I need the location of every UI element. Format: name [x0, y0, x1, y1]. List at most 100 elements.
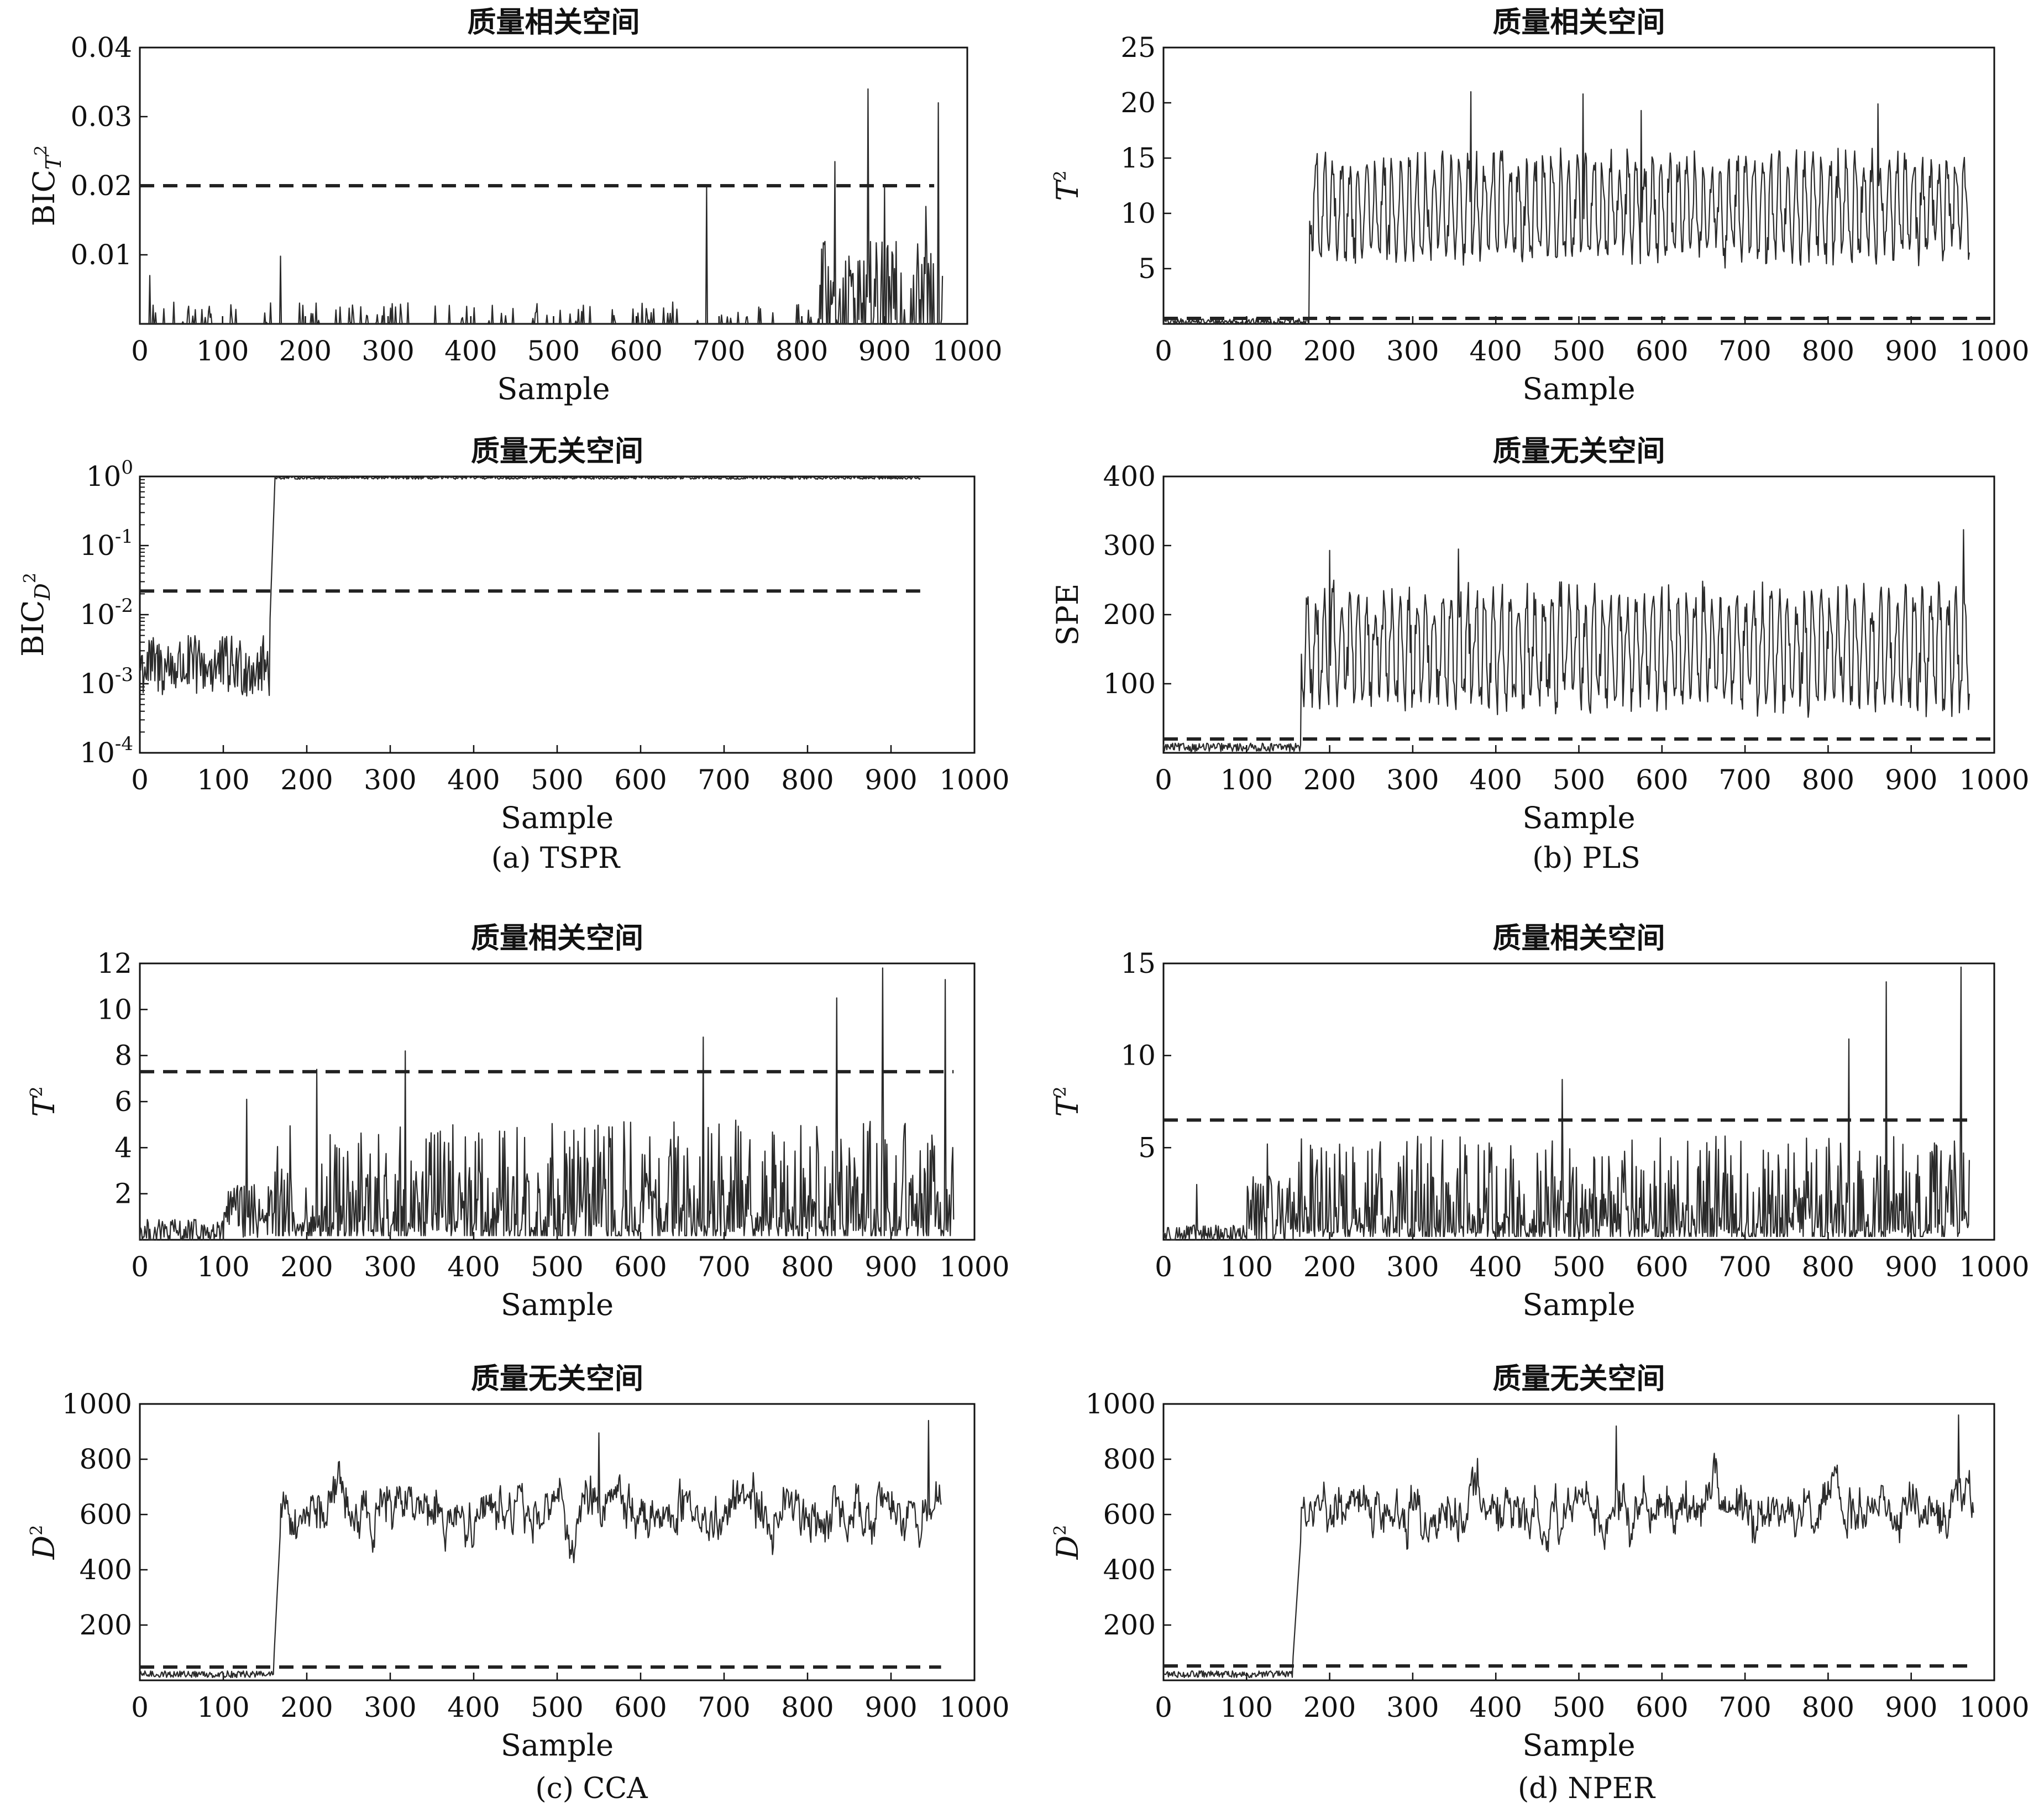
x-tick-label: 200	[1303, 1251, 1356, 1283]
plot-frame	[1162, 962, 1995, 1241]
x-tick-label: 900	[864, 1691, 917, 1723]
chart-b-bottom: 质量无关空间 0 100 200 300 400 500 600 700 800 900 1000 Sa…	[1050, 434, 2030, 835]
x-tick-label: 1000	[932, 335, 1002, 367]
x-tick-label: 900	[858, 335, 911, 367]
series-line	[139, 1419, 942, 1679]
y-tick-label: 400	[1103, 1554, 1156, 1586]
x-tick-label: 1000	[1959, 764, 2029, 796]
x-tick-label: 0	[131, 764, 149, 796]
y-axis-label-main: T	[27, 1095, 61, 1117]
y-tick-label: 0.04	[71, 32, 132, 64]
y-axis-label: SPE	[1050, 584, 1085, 646]
x-tick-label: 300	[364, 1691, 416, 1723]
x-tick-label: 700	[698, 1251, 750, 1283]
series-line	[1162, 529, 1970, 752]
y-tick-label: 20	[1120, 87, 1156, 119]
series-line	[1163, 1414, 1974, 1678]
y-axis-label: D2	[27, 1525, 61, 1560]
y-tick-base: 10	[80, 599, 115, 631]
x-tick-label: 300	[1386, 335, 1439, 367]
y-axis-label-sup: 2	[27, 1086, 46, 1097]
y-axis-label-sup: 2	[1051, 170, 1070, 181]
y-tick-label: 10	[1120, 1040, 1156, 1072]
chart-d-top: 质量相关空间 0 100 200 300 400 500 600 700 800 900 1000 Sa…	[1050, 921, 2030, 1322]
y-tick-label: 5	[1138, 1131, 1156, 1164]
x-tick-label: 900	[1885, 1691, 1937, 1723]
y-axis-label-main: BIC	[15, 600, 50, 657]
y-axis-label: D2	[1050, 1525, 1085, 1560]
x-tick-label: 0	[131, 1691, 149, 1723]
chart-title: 质量无关空间	[1492, 434, 1665, 468]
y-tick-label: 1000	[1086, 1388, 1156, 1420]
x-tick-label: 400	[447, 1691, 500, 1723]
y-axis-label-sub: D	[30, 583, 55, 600]
x-tick-label: 1000	[1959, 1251, 2029, 1283]
x-tick-label: 100	[1220, 764, 1273, 796]
caption-d: (d) NPER	[1518, 1772, 1656, 1805]
y-tick-base: 10	[80, 668, 115, 700]
x-tick-label: 1000	[939, 1251, 1009, 1283]
x-tick-label: 800	[1802, 1691, 1854, 1723]
x-tick-label: 0	[1155, 1691, 1172, 1723]
x-tick-label: 600	[1636, 335, 1688, 367]
y-axis-label-main: D	[1050, 1536, 1085, 1560]
y-tick-label: 8	[114, 1040, 132, 1072]
series-line	[1162, 966, 1970, 1241]
x-tick-label: 300	[361, 335, 414, 367]
x-tick-label: 1000	[939, 764, 1009, 796]
x-tick-label: 900	[1885, 335, 1937, 367]
x-tick-label: 500	[531, 1691, 583, 1723]
x-tick-label: 600	[614, 1691, 667, 1723]
caption-a: (a) TSPR	[491, 842, 621, 875]
x-tick-label: 700	[698, 1691, 750, 1723]
y-axis-label-sub: T	[41, 154, 66, 170]
y-tick-label: 200	[1103, 599, 1156, 631]
y-tick-label: 5	[1138, 253, 1156, 285]
series-line	[139, 475, 921, 697]
chart-b-top: 质量相关空间 0 100 200 300 400 500 600 700 800 900 1000 Sa…	[1050, 6, 2030, 406]
x-tick-label: 800	[1802, 335, 1854, 367]
x-axis-label: Sample	[1522, 800, 1635, 835]
chart-title: 质量无关空间	[1492, 1362, 1665, 1396]
x-tick-label: 500	[1553, 335, 1605, 367]
y-tick-label: 12	[97, 947, 132, 979]
y-tick-label: 800	[1103, 1443, 1156, 1475]
chart-title: 质量相关空间	[471, 921, 643, 955]
x-tick-label: 500	[1553, 764, 1605, 796]
x-axis-label: Sample	[1522, 371, 1635, 406]
x-tick-label: 400	[447, 1251, 500, 1283]
x-tick-label: 0	[1155, 764, 1172, 796]
y-axis-label-sup: 2	[20, 573, 40, 583]
y-axis-label-main: SPE	[1050, 584, 1085, 646]
x-tick-label: 700	[1718, 1691, 1771, 1723]
x-tick-label: 500	[527, 335, 580, 367]
y-tick-label: 400	[1103, 460, 1156, 492]
x-tick-label: 400	[1469, 1691, 1522, 1723]
chart-c-bottom: 质量无关空间 0 100 200 300 400 500 600 700 800 900 1000 Sa…	[27, 1362, 1010, 1763]
plot-frame	[139, 475, 976, 754]
y-tick-label: 1000	[62, 1388, 132, 1420]
x-tick-label: 900	[1885, 764, 1937, 796]
x-tick-label: 400	[1469, 335, 1522, 367]
series-line	[139, 967, 955, 1241]
y-tick-label: 100	[86, 457, 133, 492]
caption-c: (c) CCA	[535, 1772, 648, 1805]
x-tick-label: 600	[614, 764, 667, 796]
y-tick-label: 0.03	[71, 101, 132, 133]
x-tick-label: 100	[1220, 1691, 1273, 1723]
x-axis-label: Sample	[501, 1728, 614, 1763]
y-tick-label: 15	[1120, 947, 1156, 979]
y-tick-label: 10	[1120, 197, 1156, 229]
x-axis-label: Sample	[501, 800, 614, 835]
x-tick-label: 900	[1885, 1251, 1937, 1283]
y-tick-base: 10	[80, 530, 115, 562]
y-tick-exponent: -4	[115, 733, 133, 755]
y-axis-label-sup: 2	[32, 145, 51, 156]
y-tick-label: 200	[80, 1609, 132, 1641]
x-tick-label: 300	[1386, 764, 1439, 796]
x-tick-label: 800	[1802, 764, 1854, 796]
x-tick-label: 800	[781, 764, 834, 796]
y-axis-label: T2	[27, 1086, 61, 1117]
x-tick-label: 400	[447, 764, 500, 796]
